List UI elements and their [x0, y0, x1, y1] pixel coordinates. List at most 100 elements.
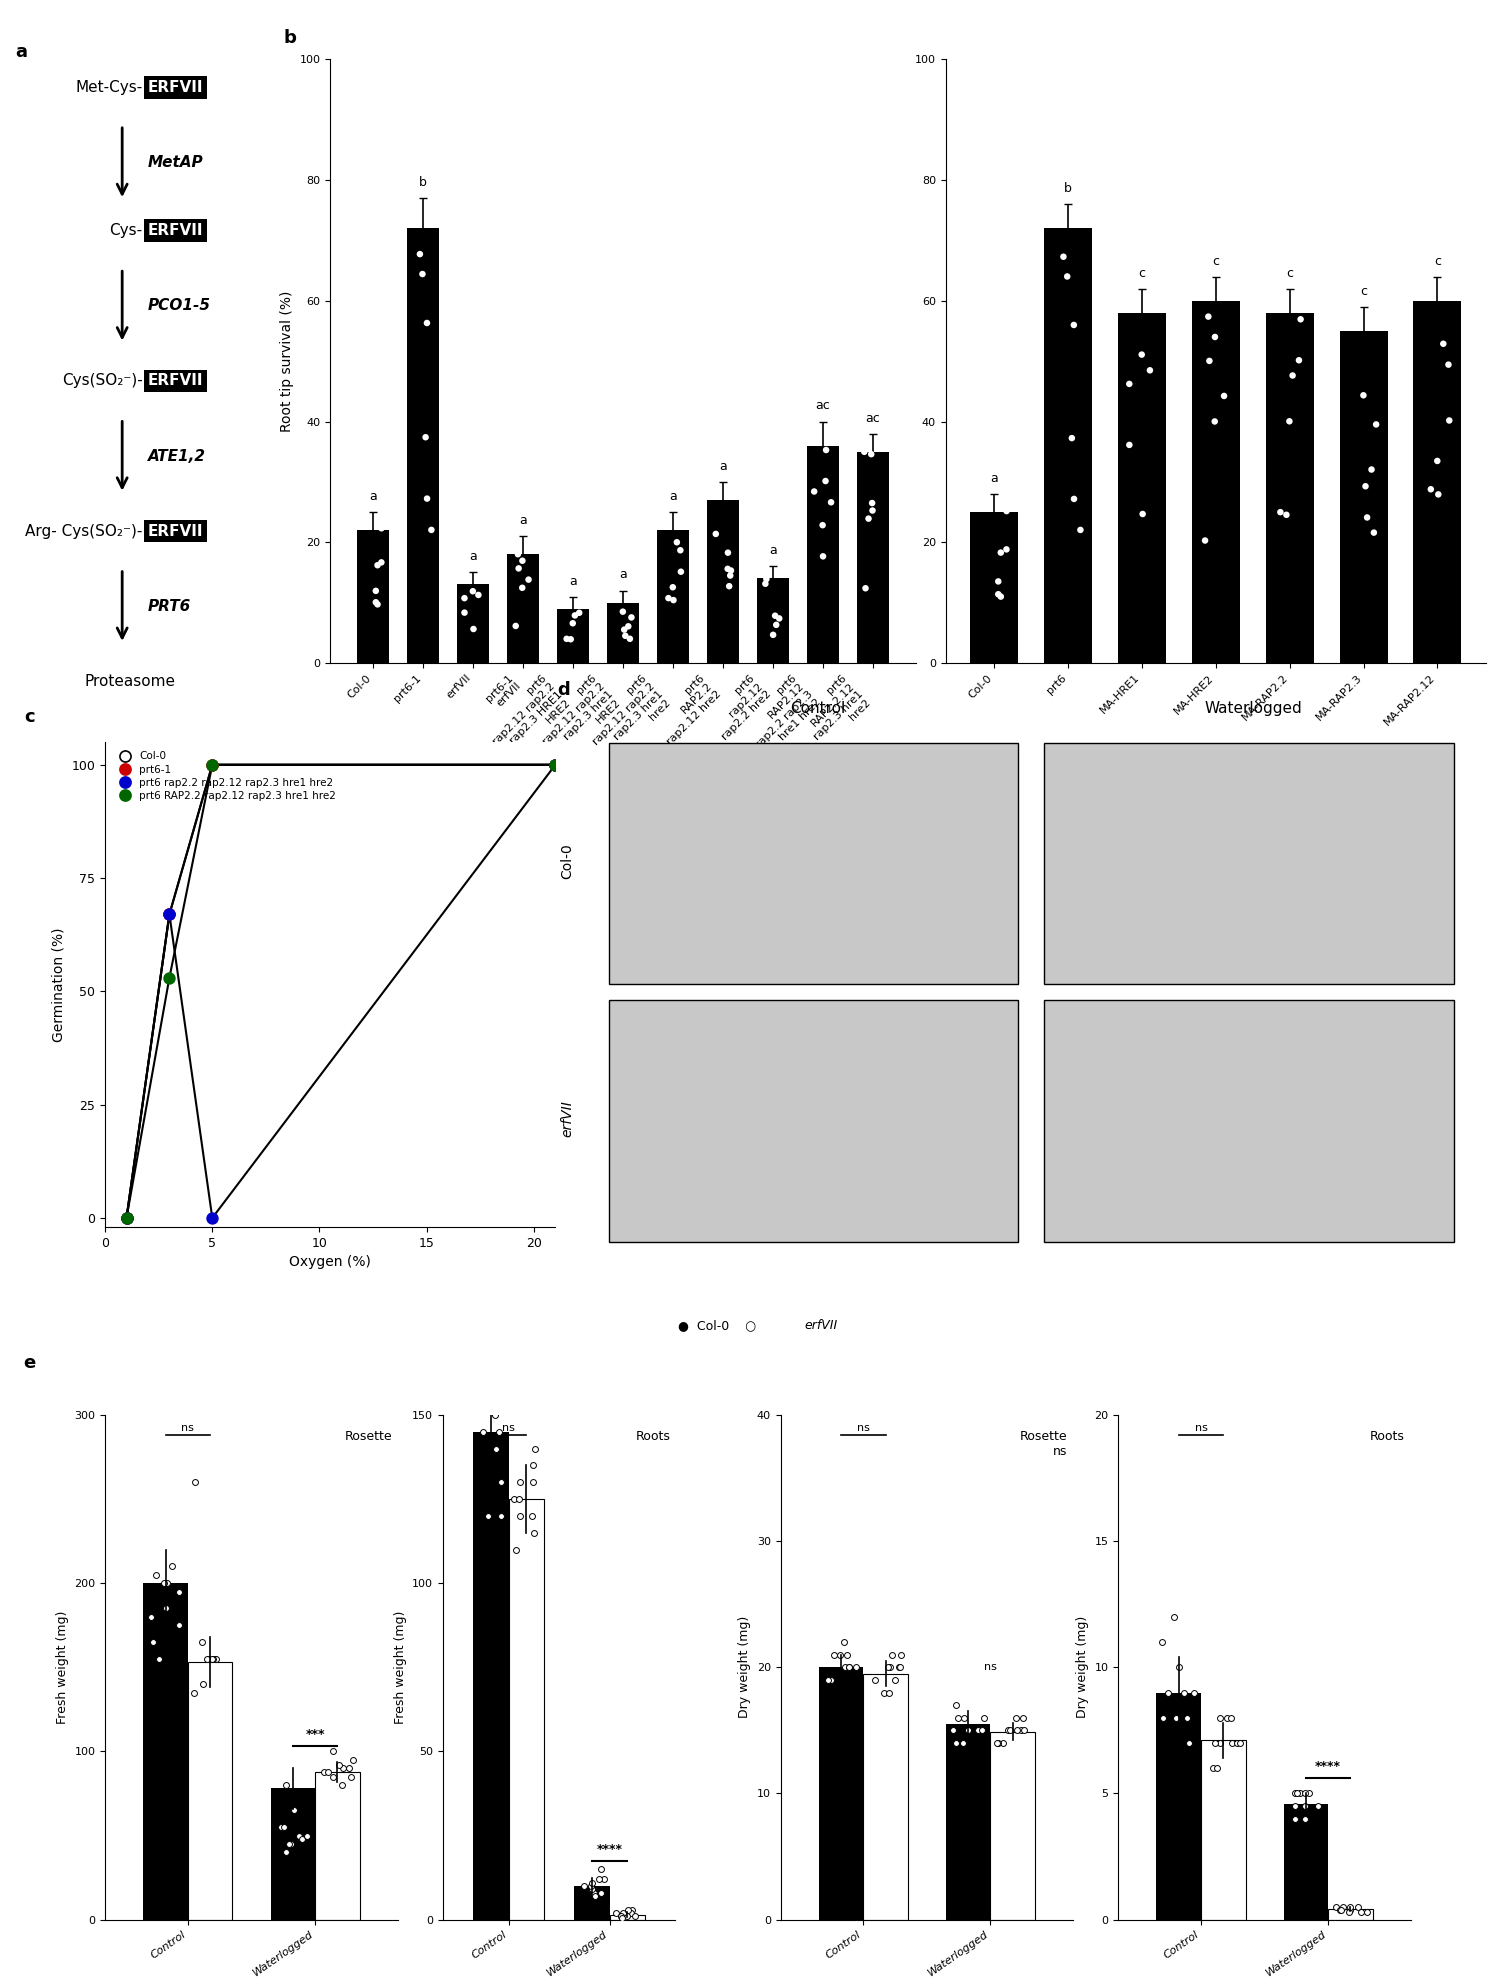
Point: [989, 536, 1013, 568]
Text: Met-Cys-: Met-Cys-: [75, 79, 143, 95]
Point: [519, 1500, 543, 1532]
Point: [1292, 1777, 1316, 1809]
Point: [114, 1201, 138, 1233]
Point: [662, 584, 686, 615]
Point: [1198, 344, 1222, 376]
Point: [665, 526, 689, 558]
Point: [1364, 408, 1388, 439]
Point: [419, 515, 443, 546]
Point: [1336, 1896, 1360, 1928]
Bar: [143, 1583, 188, 1920]
Text: Roots: Roots: [1370, 1431, 1405, 1443]
Point: [138, 1601, 162, 1633]
Point: [1205, 1753, 1229, 1785]
Point: [507, 1482, 531, 1514]
Point: [1165, 1702, 1189, 1734]
Point: [620, 1894, 644, 1926]
Text: a: a: [991, 471, 998, 485]
Point: [1354, 471, 1378, 503]
Bar: [1201, 1740, 1246, 1920]
Point: [656, 582, 680, 613]
Point: [716, 536, 740, 568]
Point: [985, 1728, 1009, 1759]
Text: Cys-: Cys-: [110, 224, 143, 237]
Text: Control: Control: [791, 701, 845, 716]
Point: [1010, 1702, 1034, 1734]
Text: erfVII: erfVII: [805, 1320, 838, 1332]
Point: [1183, 1676, 1207, 1708]
Point: [817, 1664, 841, 1696]
Point: [476, 1500, 500, 1532]
Point: [832, 1627, 856, 1658]
Bar: [946, 1724, 991, 1920]
Y-axis label: Dry weight (mg): Dry weight (mg): [1076, 1617, 1088, 1718]
Point: [617, 610, 641, 641]
Point: [717, 570, 741, 602]
Point: [1138, 354, 1162, 386]
Text: ac: ac: [815, 400, 830, 412]
Point: [506, 538, 530, 570]
Point: [1216, 1702, 1240, 1734]
Text: c: c: [1138, 267, 1145, 279]
Bar: [1192, 301, 1240, 663]
Point: [200, 1643, 224, 1674]
Text: c: c: [1213, 255, 1219, 267]
Point: [330, 1769, 354, 1801]
Point: [814, 465, 838, 497]
Point: [579, 1870, 603, 1902]
Point: [1285, 1777, 1309, 1809]
Text: a: a: [369, 491, 377, 503]
Point: [521, 1466, 545, 1498]
Point: [471, 1415, 495, 1447]
Point: [716, 552, 740, 584]
Point: [558, 623, 582, 655]
Point: [844, 1650, 868, 1682]
Point: [986, 1728, 1010, 1759]
Text: ns: ns: [503, 1423, 515, 1433]
Point: [158, 962, 182, 993]
Text: ns: ns: [1195, 1423, 1207, 1433]
Point: [504, 1534, 528, 1565]
Bar: [1156, 1692, 1201, 1920]
Point: [155, 1593, 179, 1625]
Point: [200, 748, 224, 780]
Point: [468, 562, 492, 594]
Bar: [609, 999, 1018, 1241]
Bar: [970, 513, 1018, 663]
Text: a: a: [569, 574, 576, 588]
Text: ●  Col-0    ○: ● Col-0 ○: [678, 1320, 764, 1332]
Text: Proteasome: Proteasome: [84, 675, 176, 689]
Point: [158, 898, 182, 930]
Point: [860, 487, 884, 518]
Point: [363, 586, 387, 617]
Point: [1220, 1728, 1244, 1759]
Point: [754, 568, 778, 600]
Point: [158, 898, 182, 930]
Point: [201, 1643, 225, 1674]
Bar: [1339, 330, 1387, 663]
Bar: [1283, 1803, 1328, 1920]
Point: [944, 1728, 968, 1759]
Point: [1196, 301, 1220, 332]
Bar: [991, 1732, 1036, 1920]
Point: [479, 1366, 503, 1397]
Point: [719, 560, 743, 592]
Point: [1274, 499, 1298, 530]
Point: [1211, 380, 1235, 412]
Text: ns: ns: [182, 1423, 194, 1433]
Text: ERFVII: ERFVII: [147, 79, 203, 95]
Text: PCO1-5: PCO1-5: [147, 299, 210, 313]
Y-axis label: Fresh weight (mg): Fresh weight (mg): [56, 1611, 69, 1724]
Text: Waterlogged: Waterlogged: [1204, 701, 1303, 716]
Point: [269, 1811, 293, 1842]
Point: [1288, 1777, 1312, 1809]
Point: [321, 1736, 345, 1767]
Point: [1177, 1728, 1201, 1759]
Point: [877, 1650, 901, 1682]
Bar: [315, 1771, 360, 1920]
Point: [509, 1466, 533, 1498]
Point: [161, 1552, 185, 1583]
Point: [609, 1900, 633, 1932]
Point: [369, 513, 393, 544]
Text: ****: ****: [597, 1842, 623, 1856]
